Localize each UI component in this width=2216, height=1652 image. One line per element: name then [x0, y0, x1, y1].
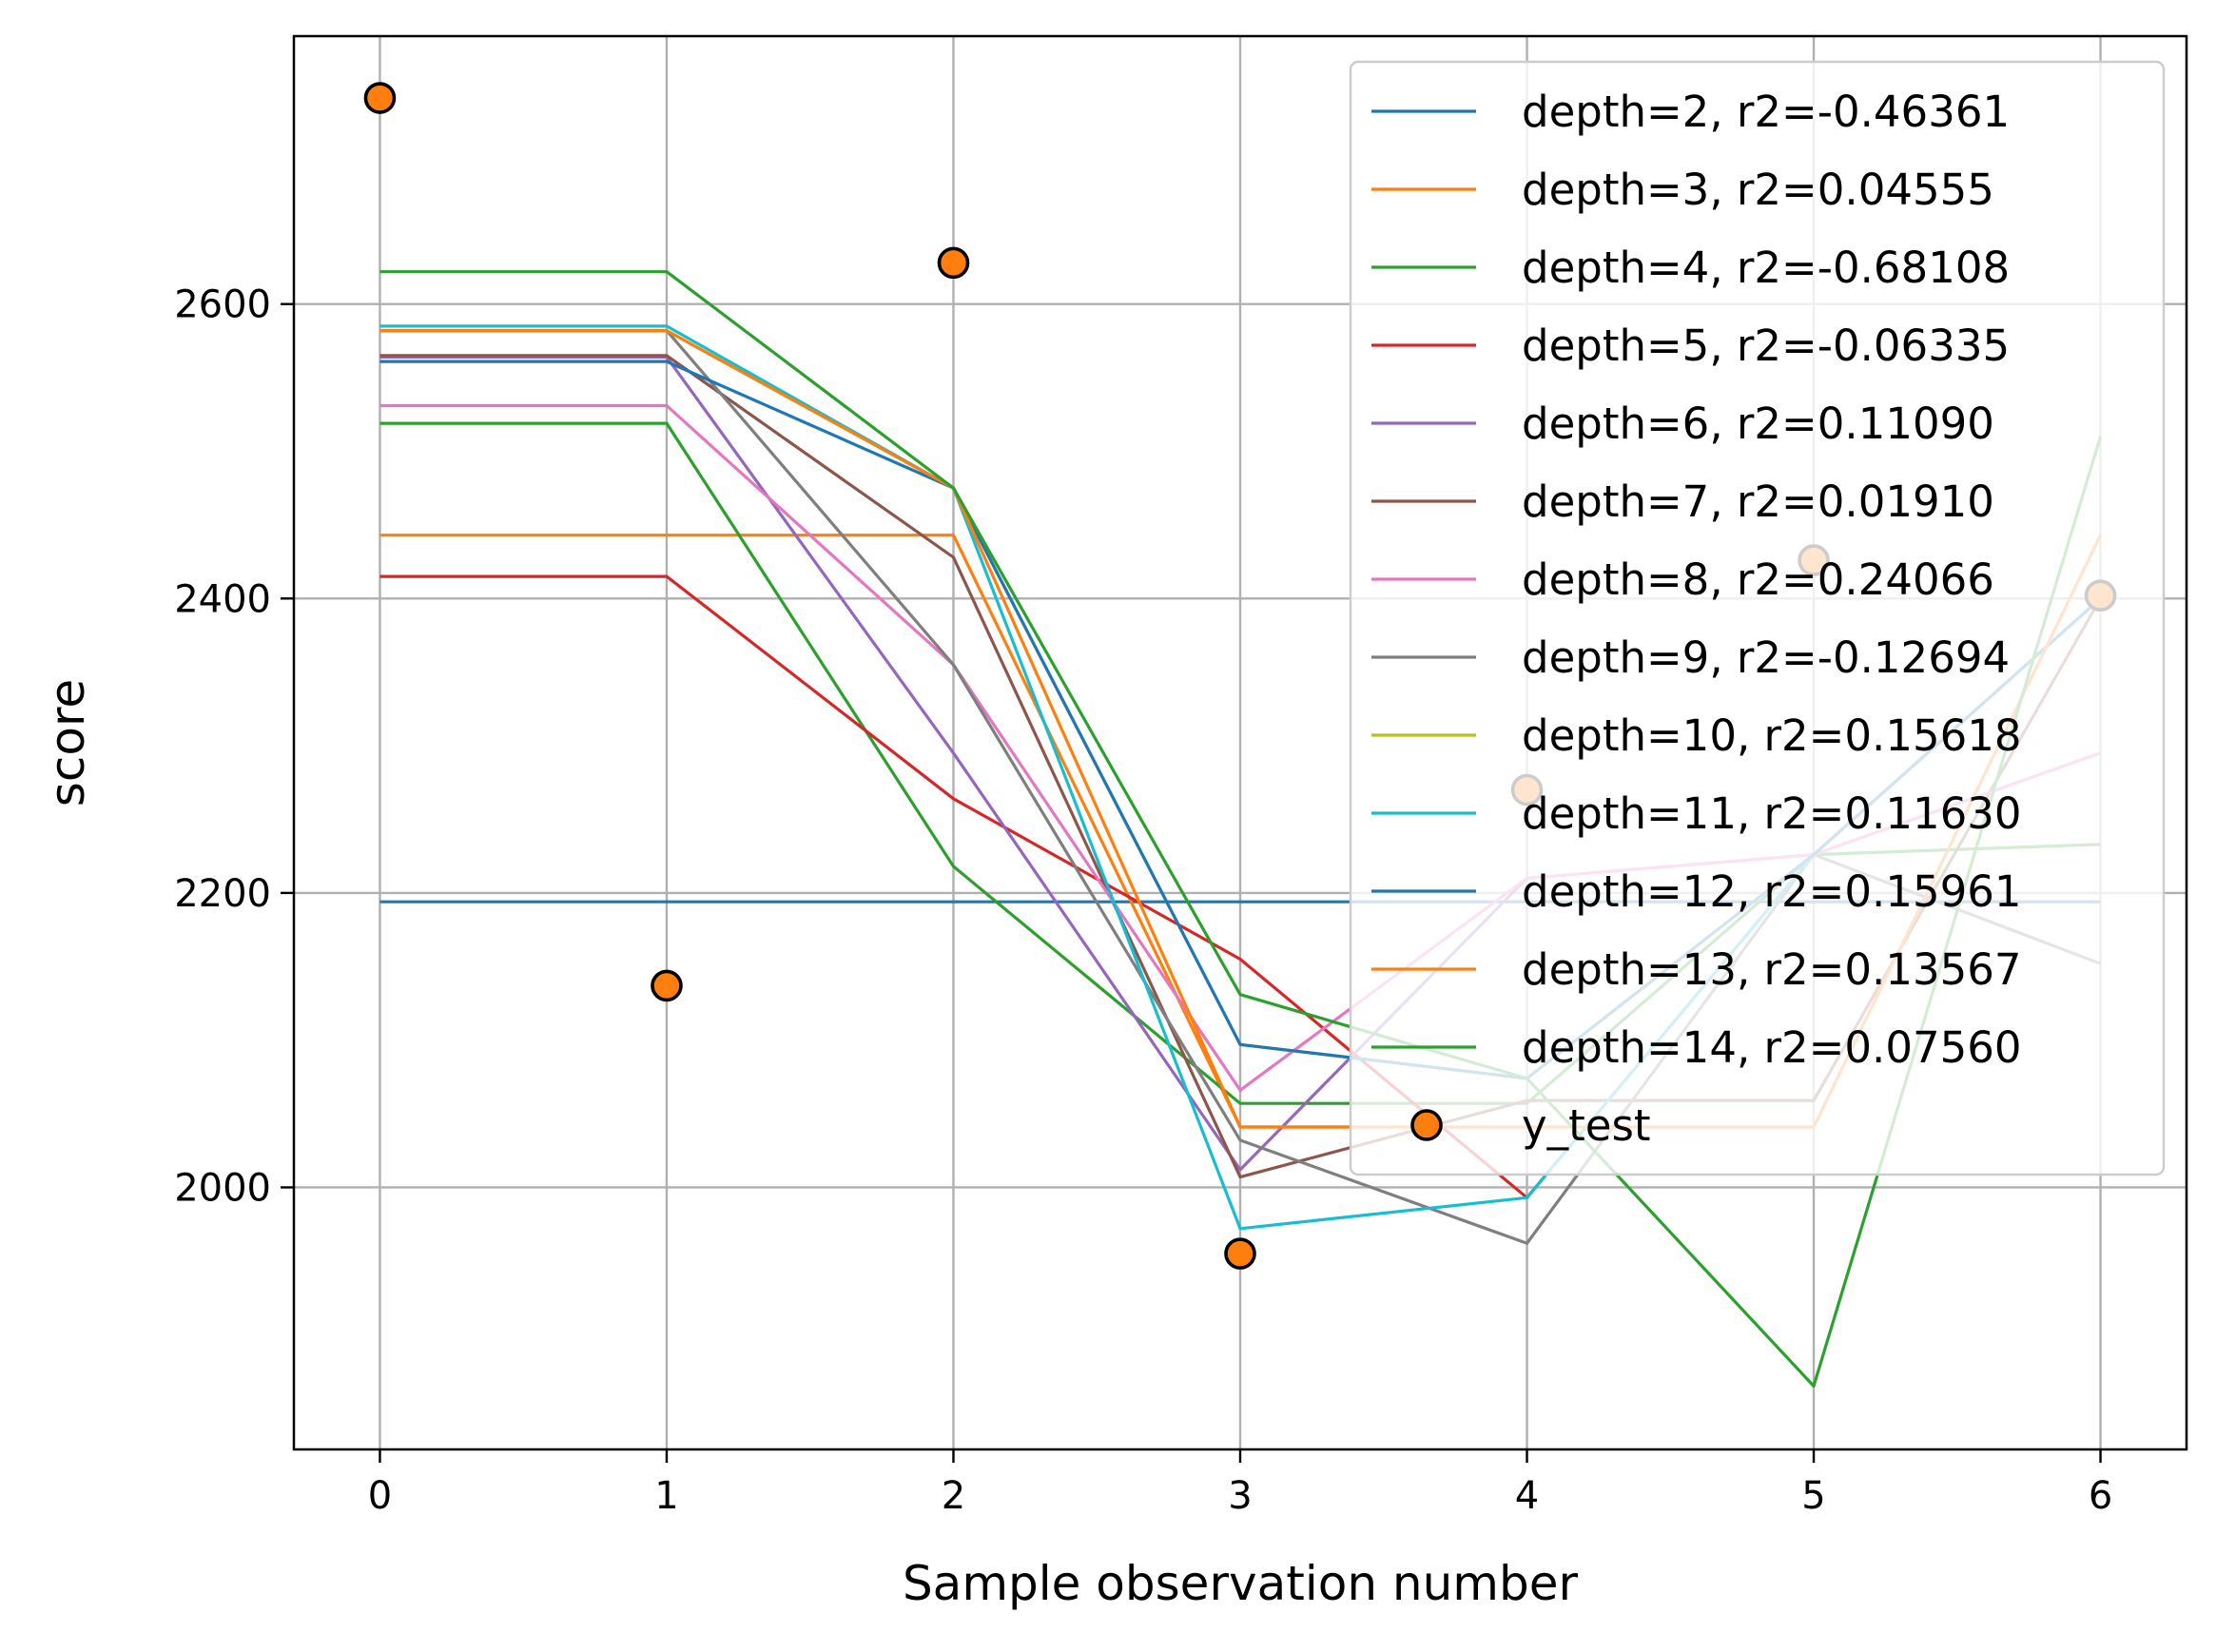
y-test-point-3 [1224, 1237, 1256, 1270]
legend-label-12: depth=14, r2=0.07560 [1522, 1022, 2021, 1073]
y-tick-label-3: 2600 [174, 283, 271, 327]
y-axis-ticks: 2000 2200 2400 2600 [174, 283, 294, 1210]
x-tick-label-0: 0 [368, 1474, 392, 1518]
x-tick-label-2: 2 [942, 1474, 965, 1518]
y-tick-label-0: 2000 [174, 1166, 271, 1210]
legend-label-4: depth=6, r2=0.11090 [1522, 398, 1994, 449]
legend-swatch-y-test [1410, 1109, 1443, 1141]
legend-label-8: depth=10, r2=0.15618 [1522, 710, 2021, 761]
x-tick-label-1: 1 [654, 1474, 678, 1518]
x-tick-label-3: 3 [1228, 1474, 1252, 1518]
x-tick-label-4: 4 [1515, 1474, 1539, 1518]
legend-label-0: depth=2, r2=-0.46361 [1522, 87, 2010, 137]
legend-label-9: depth=11, r2=0.11630 [1522, 788, 2021, 839]
legend-label-7: depth=9, r2=-0.12694 [1522, 632, 2010, 683]
x-axis-label: Sample observation number [903, 1556, 1579, 1611]
legend-label-3: depth=5, r2=-0.06335 [1522, 321, 2010, 371]
y-test-point-2 [937, 246, 970, 280]
legend-label-11: depth=13, r2=0.13567 [1522, 944, 2021, 995]
legend-label-y-test: y_test [1522, 1100, 1651, 1151]
y-test-point-0 [363, 82, 397, 114]
legend-label-10: depth=12, r2=0.15961 [1522, 866, 2021, 917]
legend-label-5: depth=7, r2=0.01910 [1522, 476, 1994, 527]
y-tick-label-1: 2200 [174, 872, 271, 916]
x-tick-label-6: 6 [2089, 1474, 2112, 1518]
legend-label-6: depth=8, r2=0.24066 [1522, 554, 1994, 605]
legend-label-2: depth=4, r2=-0.68108 [1522, 243, 2010, 293]
y-axis-label: score [40, 679, 95, 807]
legend-box [1349, 60, 2166, 1176]
y-test-point-1 [651, 969, 683, 1002]
x-tick-label-5: 5 [1801, 1474, 1825, 1518]
legend-label-1: depth=3, r2=0.04555 [1522, 165, 1994, 215]
legend: depth=2, r2=-0.46361 depth=3, r2=0.04555 d… [1349, 60, 2166, 1176]
x-axis-ticks: 0 1 2 3 4 5 6 [368, 1449, 2112, 1518]
y-tick-label-2: 2400 [174, 577, 271, 621]
series-line-12 [379, 270, 2103, 1389]
